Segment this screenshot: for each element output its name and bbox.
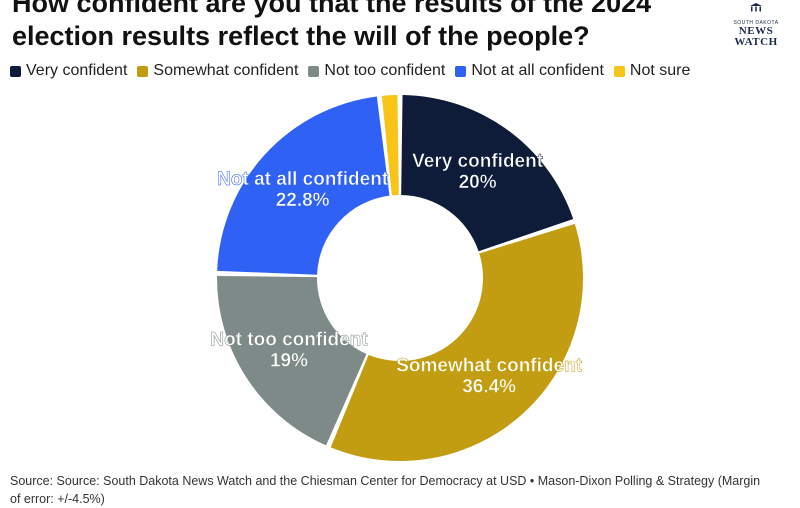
- legend-item-very-confident: Very confident: [10, 62, 127, 80]
- logo-line-1: NEWS: [738, 25, 774, 37]
- legend-label-somewhat-confident: Somewhat confident: [153, 62, 299, 79]
- chart-title-line-2: election results reflect the will of the…: [12, 21, 590, 51]
- chart-legend: Very confident Somewhat confident Not too …: [10, 62, 700, 80]
- legend-swatch-not-too-confident: [308, 65, 320, 77]
- legend-swatch-somewhat-confident: [137, 65, 149, 77]
- data-label-somewhat-confident: Somewhat confident 36.4%: [396, 355, 582, 397]
- chart-title-line-1: How confident are you that the results o…: [12, 0, 652, 18]
- data-label-category-not-at-all-confident: Not at all confident: [217, 169, 389, 190]
- source-line-1: Source: Source: South Dakota News Watch …: [10, 474, 761, 488]
- legend-swatch-very-confident: [10, 65, 21, 77]
- data-label-not-at-all-confident: Not at all confident 22.8%: [217, 169, 389, 211]
- legend-label-not-too-confident: Not too confident: [324, 62, 446, 79]
- data-label-value-not-too-confident: 19%: [270, 350, 308, 371]
- slice-not-at-all-confident: [217, 96, 390, 275]
- slice-very-confident: [401, 95, 574, 252]
- data-label-value-not-at-all-confident: 22.8%: [276, 190, 330, 211]
- news-watch-logo: SOUTH DAKOTA NEWS WATCH: [726, 0, 786, 48]
- data-label-value-somewhat-confident: 36.4%: [462, 376, 516, 397]
- legend-label-very-confident: Very confident: [26, 62, 128, 79]
- legend-label-not-at-all-confident: Not at all confident: [471, 62, 604, 79]
- chart-title: How confident are you that the results o…: [12, 0, 712, 53]
- slice-not-too-confident: [216, 275, 367, 446]
- logo-line-2: WATCH: [734, 36, 778, 48]
- legend-item-not-sure: Not sure: [613, 62, 691, 80]
- data-label-category-very-confident: Very confident: [412, 151, 544, 172]
- slice-somewhat-confident: [330, 223, 583, 461]
- data-label-category-somewhat-confident: Somewhat confident: [396, 355, 582, 376]
- logo-small-text: SOUTH DAKOTA: [733, 20, 779, 26]
- legend-swatch-not-at-all-confident: [455, 65, 467, 77]
- source-note: Source: Source: South Dakota News Watch …: [10, 472, 761, 506]
- data-label-category-not-too-confident: Not too confident: [210, 329, 368, 350]
- source-line-2: of error: +/-4.5%): [10, 492, 105, 506]
- data-label-not-too-confident: Not too confident 19%: [210, 329, 368, 371]
- slice-not-sure: [381, 95, 399, 196]
- legend-item-somewhat-confident: Somewhat confident: [137, 62, 298, 80]
- legend-item-not-at-all-confident: Not at all confident: [455, 62, 604, 80]
- legend-label-not-sure: Not sure: [629, 62, 691, 79]
- pillar-icon: [750, 3, 762, 12]
- data-label-very-confident: Very confident 20%: [412, 151, 544, 193]
- legend-item-not-too-confident: Not too confident: [308, 62, 445, 80]
- legend-swatch-not-sure: [613, 65, 625, 77]
- data-label-value-very-confident: 20%: [459, 172, 497, 193]
